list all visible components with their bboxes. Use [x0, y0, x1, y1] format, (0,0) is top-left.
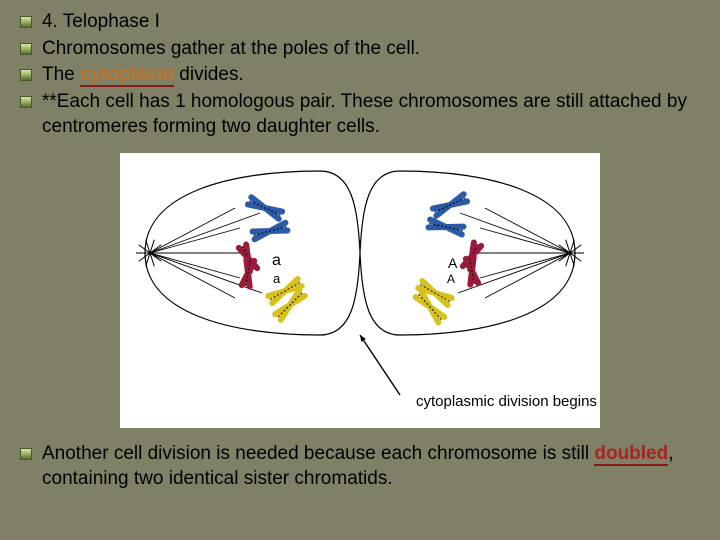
bullet-text: Chromosomes gather at the poles of the c…	[42, 37, 700, 62]
bullet-icon	[20, 43, 32, 55]
svg-text:a: a	[272, 252, 281, 269]
bullet-item: 4. Telophase I	[20, 10, 700, 35]
top-bullet-list: 4. Telophase IChromosomes gather at the …	[20, 10, 700, 139]
svg-text:A: A	[448, 255, 458, 271]
bottom-bullet-list: Another cell division is needed because …	[20, 442, 700, 491]
diagram-svg: aa AA	[120, 153, 600, 428]
diagram-container: aa AAcytoplasmic division begins	[20, 153, 700, 428]
diagram-caption: cytoplasmic division begins	[416, 393, 597, 410]
bullet-icon	[20, 69, 32, 81]
bullet-item: Another cell division is needed because …	[20, 442, 700, 491]
bullet-text: Another cell division is needed because …	[42, 442, 700, 491]
bullet-text: 4. Telophase I	[42, 10, 700, 35]
bullet-item: **Each cell has 1 homologous pair. These…	[20, 90, 700, 139]
bullet-item: Chromosomes gather at the poles of the c…	[20, 37, 700, 62]
emphasis-cytoplasm: cytoplasm	[80, 64, 174, 87]
svg-text:a: a	[273, 271, 281, 286]
telophase-diagram: aa AAcytoplasmic division begins	[120, 153, 600, 428]
bullet-icon	[20, 448, 32, 460]
svg-text:A: A	[447, 272, 455, 286]
bullet-item: The cytoplasm divides.	[20, 63, 700, 88]
bullet-text: The cytoplasm divides.	[42, 63, 700, 88]
emphasis-doubled: doubled	[594, 443, 668, 466]
bullet-icon	[20, 96, 32, 108]
bullet-icon	[20, 16, 32, 28]
bullet-text: **Each cell has 1 homologous pair. These…	[42, 90, 700, 139]
